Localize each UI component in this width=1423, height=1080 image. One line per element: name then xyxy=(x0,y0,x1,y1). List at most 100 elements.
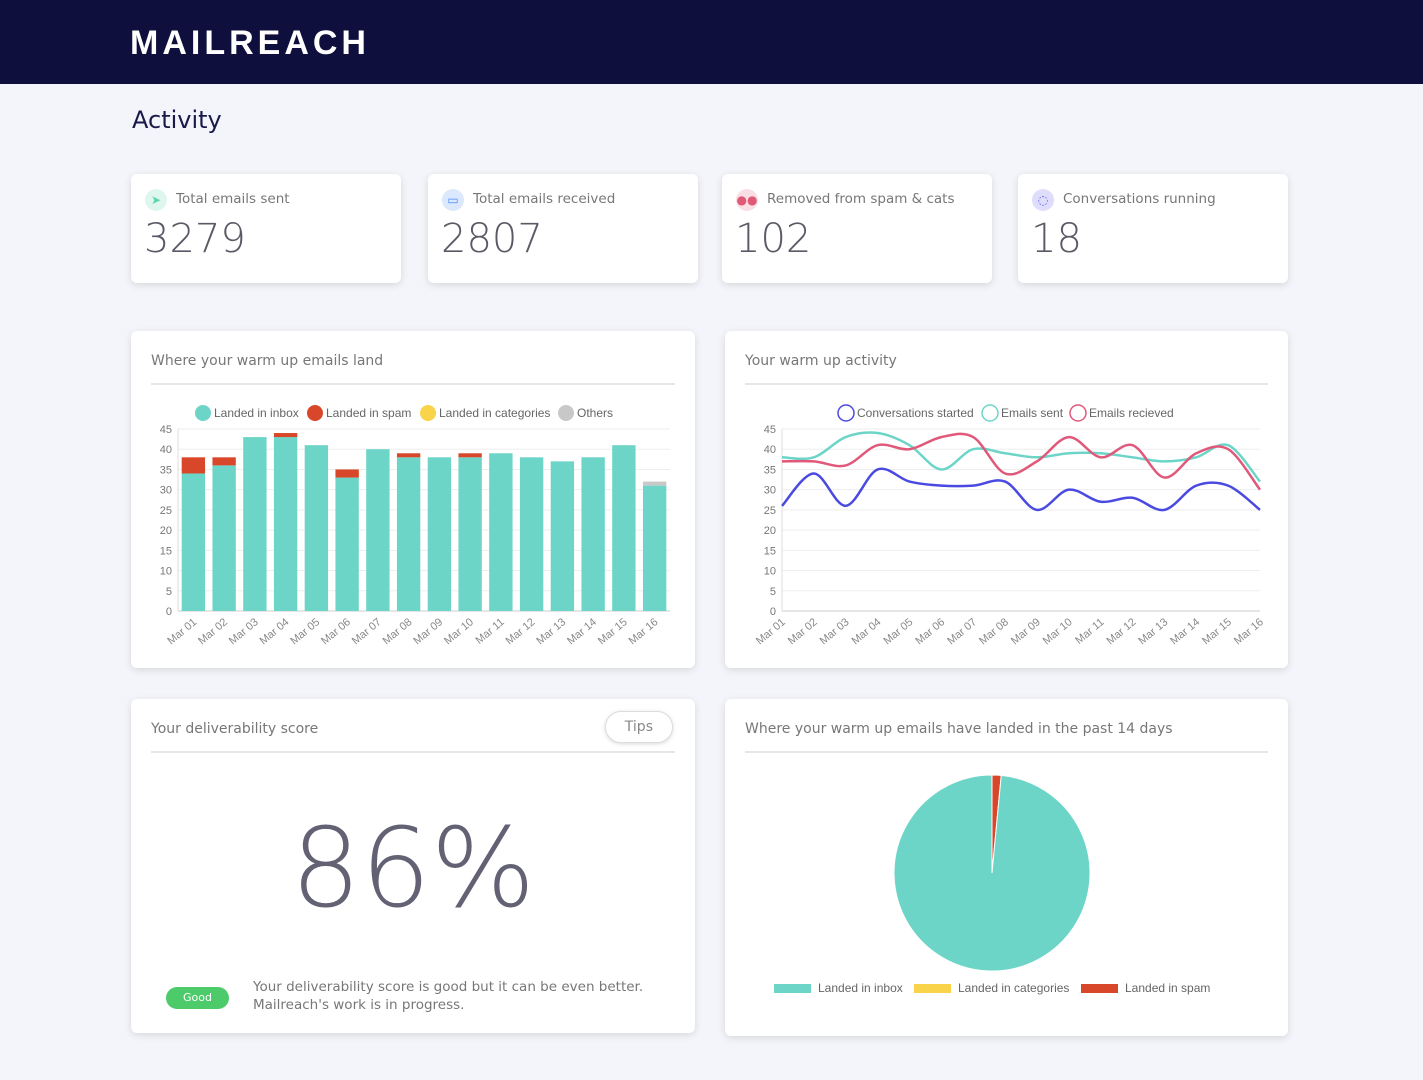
stat-value: 2807 xyxy=(441,216,543,262)
x-tick-label: Mar 08 xyxy=(977,616,1011,647)
x-tick-label: Mar 13 xyxy=(534,616,568,647)
y-tick-label: 20 xyxy=(160,525,172,537)
stat-label: Removed from spam & cats xyxy=(767,191,955,207)
divider xyxy=(151,751,675,753)
legend-swatch xyxy=(914,984,951,993)
bar-segment xyxy=(458,457,482,611)
bar-segment xyxy=(458,453,482,458)
bar-segment xyxy=(335,469,359,478)
x-tick-label: Mar 09 xyxy=(411,616,445,647)
x-tick-label: Mar 12 xyxy=(1105,616,1139,647)
stat-value: 3279 xyxy=(144,216,246,262)
x-tick-label: Mar 07 xyxy=(945,616,979,647)
stat-value: 102 xyxy=(735,216,812,262)
x-tick-label: Mar 07 xyxy=(350,616,384,647)
legend-label: Landed in spam xyxy=(326,406,411,420)
bar-segment xyxy=(273,437,298,611)
legend-label: Landed in categories xyxy=(439,406,550,420)
score-value: 86% xyxy=(290,804,536,932)
card-title: Your deliverability score xyxy=(151,721,319,737)
x-tick-label: Mar 05 xyxy=(881,616,915,647)
card-title: Where your warm up emails have landed in… xyxy=(745,721,1173,737)
divider xyxy=(151,383,675,385)
x-tick-label: Mar 14 xyxy=(565,616,599,647)
top-header: MAILREACH xyxy=(0,0,1423,84)
x-tick-label: Mar 03 xyxy=(818,616,852,647)
bar-segment xyxy=(396,457,421,611)
y-tick-label: 45 xyxy=(764,424,776,436)
stat-card: ●● Removed from spam & cats 102 xyxy=(722,174,992,283)
series-line xyxy=(781,467,1261,512)
score-description: Your deliverability score is good but it… xyxy=(253,979,644,1013)
activity-line-chart-card: Your warm up activity 0 5 10 15 20 25 30 35 40 45… xyxy=(725,331,1288,668)
bar-segment xyxy=(212,457,236,466)
bar-segment xyxy=(519,457,544,611)
bar-segment xyxy=(489,453,513,611)
legend-swatch xyxy=(1081,984,1118,993)
y-tick-label: 40 xyxy=(764,444,776,456)
legend-label: Landed in categories xyxy=(958,981,1069,995)
bar-segment xyxy=(642,485,667,611)
legend-swatch xyxy=(307,405,323,421)
y-tick-label: 35 xyxy=(160,464,172,476)
y-tick-label: 10 xyxy=(160,566,172,578)
y-tick-label: 5 xyxy=(166,586,172,598)
legend-swatch xyxy=(558,405,574,421)
bar-segment xyxy=(612,445,636,611)
paper-plane-icon: ➤ xyxy=(145,189,167,211)
bar-segment xyxy=(427,457,452,611)
x-tick-label: Mar 16 xyxy=(627,616,661,647)
legend-label: Landed in spam xyxy=(1125,981,1210,995)
stat-label: Total emails sent xyxy=(176,191,290,207)
y-tick-label: 20 xyxy=(764,525,776,537)
y-tick-label: 15 xyxy=(764,545,776,557)
legend-swatch xyxy=(1069,404,1087,422)
x-tick-label: Mar 05 xyxy=(288,616,322,647)
legend-swatch xyxy=(195,405,211,421)
deliverability-score-card: Your deliverability score Tips 86% Good … xyxy=(131,699,695,1033)
y-tick-label: 0 xyxy=(770,606,776,618)
stat-card: ◌ Conversations running 18 xyxy=(1018,174,1288,283)
page-title: Activity xyxy=(132,106,222,134)
x-tick-label: Mar 01 xyxy=(754,616,788,647)
bar-segment xyxy=(181,473,206,611)
bar-segment xyxy=(581,457,605,611)
status-badge: Good xyxy=(166,987,229,1009)
stat-card: ▭ Total emails received 2807 xyxy=(428,174,698,283)
bar-segment xyxy=(550,461,575,611)
y-tick-label: 45 xyxy=(160,424,172,436)
bar-segment xyxy=(335,477,359,611)
x-tick-label: Mar 12 xyxy=(504,616,538,647)
bar-segment xyxy=(181,457,206,474)
x-tick-label: Mar 16 xyxy=(1232,616,1266,647)
stat-label: Conversations running xyxy=(1063,191,1216,207)
stat-label: Total emails received xyxy=(473,191,616,207)
mailreach-logo[interactable]: MAILREACH xyxy=(130,24,370,62)
x-tick-label: Mar 11 xyxy=(1073,616,1106,647)
legend-swatch xyxy=(420,405,436,421)
bar-segment xyxy=(212,465,236,611)
x-tick-label: Mar 02 xyxy=(196,616,230,647)
x-tick-label: Mar 08 xyxy=(381,616,415,647)
divider xyxy=(745,383,1268,385)
legend-label: Conversations started xyxy=(857,406,974,420)
legend-label: Landed in inbox xyxy=(214,406,299,420)
y-tick-label: 25 xyxy=(160,505,172,517)
pie-chart: Landed in inbox Landed in categories Lande… xyxy=(774,774,1210,995)
y-tick-label: 0 xyxy=(166,606,172,618)
y-tick-label: 30 xyxy=(764,485,776,497)
tips-button[interactable]: Tips xyxy=(604,711,673,743)
y-tick-label: 40 xyxy=(160,444,172,456)
x-tick-label: Mar 10 xyxy=(442,616,476,647)
landing-pie-chart-card: Where your warm up emails have landed in… xyxy=(725,699,1288,1036)
landing-bar-chart-card: Where your warm up emails land 0 5 10 15 20 2… xyxy=(131,331,695,668)
divider xyxy=(745,751,1268,753)
y-tick-label: 15 xyxy=(160,545,172,557)
card-title: Where your warm up emails land xyxy=(151,353,384,369)
x-tick-label: Mar 15 xyxy=(1200,616,1234,647)
chat-bubbles-icon: ◌ xyxy=(1032,189,1054,211)
x-tick-label: Mar 06 xyxy=(913,616,947,647)
series-line xyxy=(781,432,1261,491)
bar-segment xyxy=(243,437,267,611)
